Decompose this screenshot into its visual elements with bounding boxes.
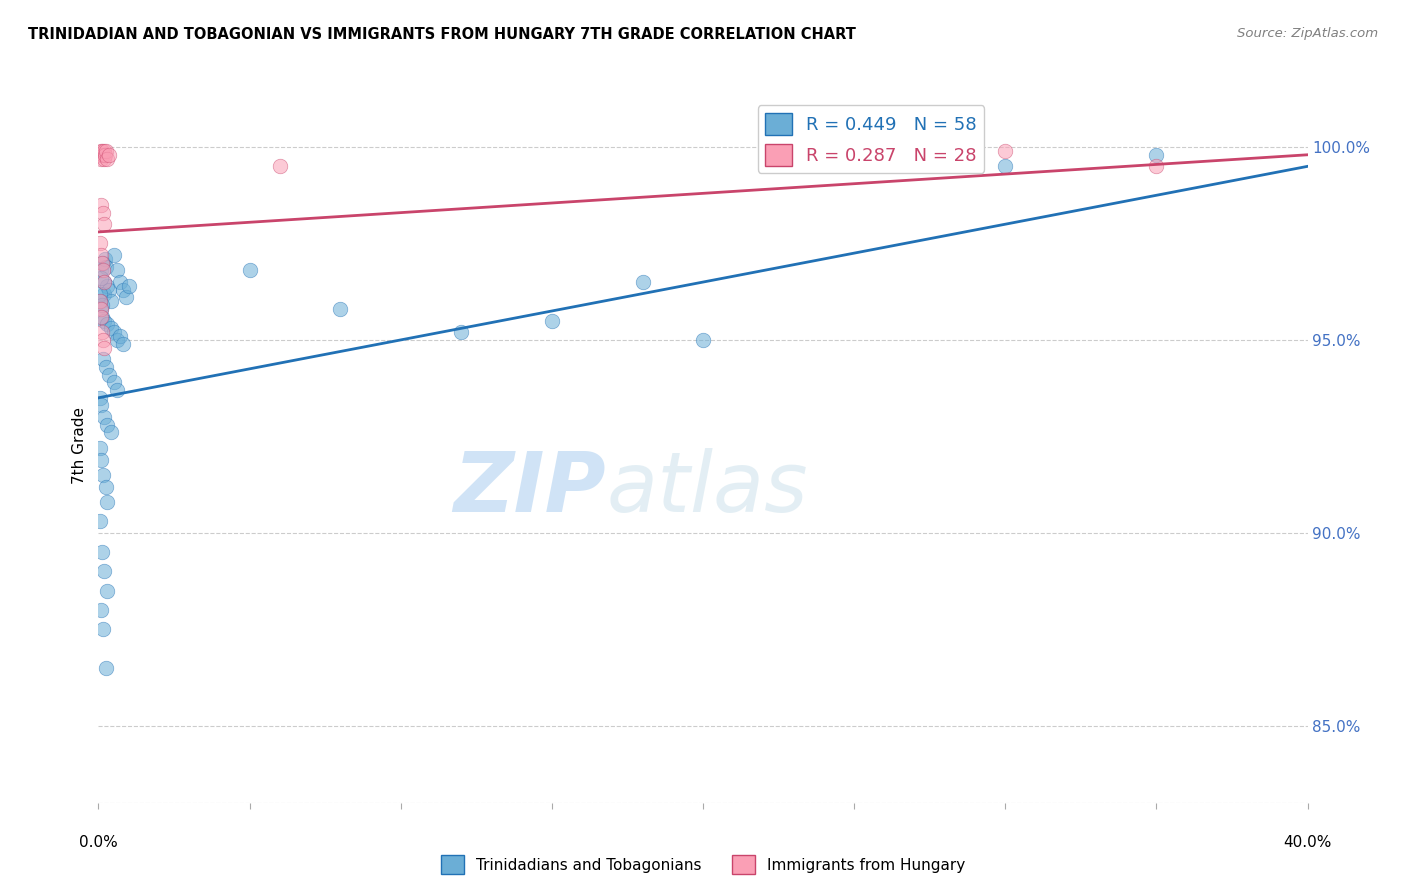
Text: ZIP: ZIP	[454, 449, 606, 529]
Text: atlas: atlas	[606, 449, 808, 529]
Point	[91, 325, 114, 339]
Point	[91, 263, 114, 277]
Point	[103, 248, 125, 262]
Point	[541, 313, 564, 327]
Point	[98, 148, 121, 162]
Point	[90, 399, 112, 413]
Text: Source: ZipAtlas.com: Source: ZipAtlas.com	[1237, 27, 1378, 40]
Point	[91, 256, 114, 270]
Point	[105, 333, 128, 347]
Point	[114, 291, 136, 305]
Point	[98, 283, 121, 297]
Point	[93, 152, 115, 166]
Point	[90, 198, 112, 212]
Text: TRINIDADIAN AND TOBAGONIAN VS IMMIGRANTS FROM HUNGARY 7TH GRADE CORRELATION CHAR: TRINIDADIAN AND TOBAGONIAN VS IMMIGRANTS…	[28, 27, 856, 42]
Point	[89, 286, 111, 301]
Point	[96, 417, 118, 432]
Point	[91, 352, 114, 367]
Point	[631, 275, 654, 289]
Point	[96, 583, 118, 598]
Point	[96, 318, 118, 332]
Point	[91, 256, 114, 270]
Point	[94, 144, 117, 158]
Point	[94, 252, 117, 266]
Point	[94, 260, 117, 274]
Point	[91, 205, 114, 219]
Point	[89, 514, 111, 528]
Point	[1146, 148, 1168, 162]
Point	[93, 217, 115, 231]
Point	[100, 294, 122, 309]
Point	[269, 159, 291, 173]
Point	[90, 263, 112, 277]
Point	[91, 333, 114, 347]
Point	[90, 452, 112, 467]
Point	[108, 275, 131, 289]
Point	[239, 263, 262, 277]
Point	[108, 329, 131, 343]
Point	[96, 279, 118, 293]
Point	[94, 359, 117, 374]
Y-axis label: 7th Grade: 7th Grade	[72, 408, 87, 484]
Point	[91, 310, 114, 324]
Point	[93, 144, 115, 158]
Point	[93, 565, 115, 579]
Point	[103, 376, 125, 390]
Point	[994, 159, 1017, 173]
Point	[91, 298, 114, 312]
Point	[105, 383, 128, 397]
Point	[90, 248, 112, 262]
Point	[91, 467, 114, 482]
Point	[103, 325, 125, 339]
Point	[93, 410, 115, 425]
Point	[94, 148, 117, 162]
Point	[96, 152, 118, 166]
Point	[96, 495, 118, 509]
Point	[94, 661, 117, 675]
Point	[105, 263, 128, 277]
Point	[692, 333, 714, 347]
Point	[90, 301, 112, 316]
Point	[118, 279, 141, 293]
Legend: R = 0.449   N = 58, R = 0.287   N = 28: R = 0.449 N = 58, R = 0.287 N = 28	[758, 105, 984, 173]
Point	[93, 341, 115, 355]
Point	[90, 144, 112, 158]
Point	[100, 425, 122, 440]
Point	[89, 391, 111, 405]
Point	[90, 271, 112, 285]
Point	[98, 368, 121, 382]
Text: 0.0%: 0.0%	[79, 836, 118, 850]
Point	[91, 545, 114, 559]
Point	[93, 313, 115, 327]
Point	[91, 148, 114, 162]
Point	[329, 301, 352, 316]
Text: 40.0%: 40.0%	[1284, 836, 1331, 850]
Point	[90, 152, 112, 166]
Point	[93, 275, 115, 289]
Point	[89, 294, 111, 309]
Point	[100, 321, 122, 335]
Point	[111, 336, 134, 351]
Point	[94, 479, 117, 493]
Point	[91, 622, 114, 636]
Point	[111, 283, 134, 297]
Point	[91, 144, 114, 158]
Point	[90, 603, 112, 617]
Point	[93, 275, 115, 289]
Point	[89, 148, 111, 162]
Point	[89, 236, 111, 251]
Point	[450, 325, 472, 339]
Point	[90, 310, 112, 324]
Point	[89, 294, 111, 309]
Legend: Trinidadians and Tobagonians, Immigrants from Hungary: Trinidadians and Tobagonians, Immigrants…	[434, 849, 972, 880]
Point	[89, 441, 111, 455]
Point	[90, 301, 112, 316]
Point	[93, 286, 115, 301]
Point	[994, 144, 1017, 158]
Point	[1146, 159, 1168, 173]
